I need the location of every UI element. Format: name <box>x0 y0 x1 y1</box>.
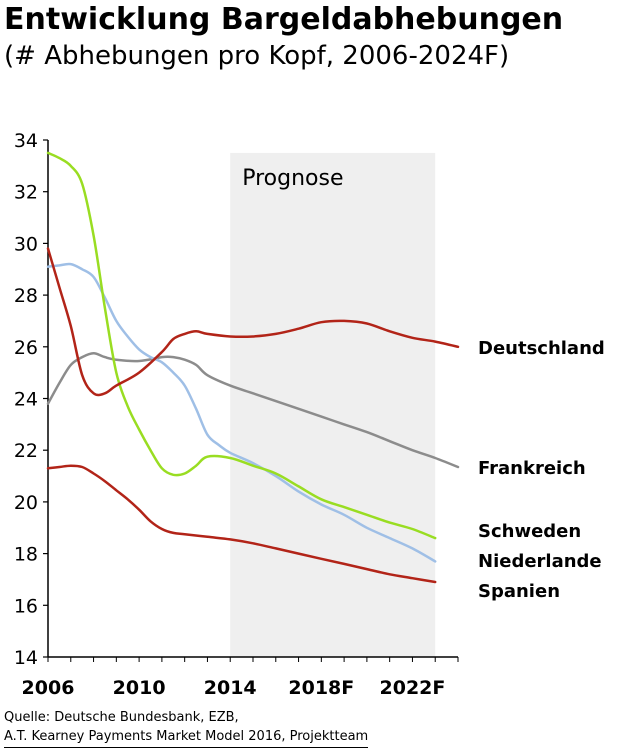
source-line-1: Quelle: Deutsche Bundesbank, EZB, <box>4 710 239 725</box>
x-tick-label: 2010 <box>113 677 166 699</box>
series-line-spanien <box>46 464 437 584</box>
y-tick-label: 16 <box>14 595 38 617</box>
series-label-spanien: Spanien <box>478 581 560 602</box>
series-label-schweden: Schweden <box>478 521 581 542</box>
y-tick-label: 20 <box>14 492 38 514</box>
chart-title: Entwicklung Bargeldabhebungen <box>4 2 564 37</box>
series-label-niederlande: Niederlande <box>478 551 602 572</box>
source-line-2: A.T. Kearney Payments Market Model 2016,… <box>4 727 369 748</box>
x-tick-label: 2014 <box>204 677 257 699</box>
x-tick-label: 2006 <box>22 677 75 699</box>
series-label-frankreich: Frankreich <box>478 458 586 479</box>
forecast-region <box>230 152 436 658</box>
y-tick-label: 26 <box>14 337 38 359</box>
source-note: Quelle: Deutsche Bundesbank, EZB, A.T. K… <box>4 708 369 748</box>
line-chart: Prognose 14 16 18 20 22 24 26 28 30 32 34 2006 2010 20… <box>14 130 605 699</box>
y-tick-label: 22 <box>14 440 38 462</box>
y-tick-label: 30 <box>14 233 38 255</box>
forecast-label: Prognose <box>242 166 343 191</box>
y-tick-label: 14 <box>14 647 38 669</box>
y-tick-label: 18 <box>14 544 38 566</box>
y-tick-label: 24 <box>14 389 38 411</box>
chart-subtitle: (# Abhebungen pro Kopf, 2006-2024F) <box>4 41 510 71</box>
series-label-deutschland: Deutschland <box>478 338 605 359</box>
x-tick-label: 2018F <box>288 677 354 699</box>
series-line-niederlande <box>46 262 437 563</box>
y-tick-label: 28 <box>14 285 38 307</box>
x-tick-label: 2022F <box>380 677 446 699</box>
series-line-schweden <box>46 151 437 540</box>
series-line-deutschland <box>46 247 460 397</box>
y-tick-label: 32 <box>14 182 38 204</box>
y-tick-label: 34 <box>14 130 38 152</box>
series-line-frankreich <box>46 352 460 469</box>
